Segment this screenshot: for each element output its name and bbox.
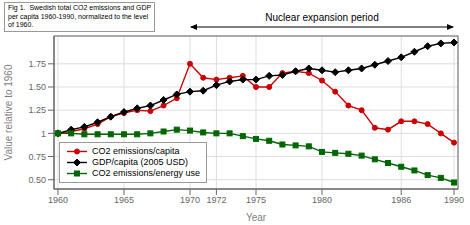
svg-text:0.75: 0.75 (28, 152, 46, 162)
html-text:CO2 emissions/capita: CO2 emissions/capita (92, 146, 180, 156)
svg-text:1990: 1990 (444, 195, 462, 205)
svg-text:1.25: 1.25 (28, 105, 46, 115)
svg-text:1: 1 (41, 129, 46, 139)
svg-text:1970: 1970 (180, 195, 200, 205)
html-text:GDP/capita (2005 USD): GDP/capita (2005 USD) (92, 157, 188, 167)
svg-text:1965: 1965 (114, 195, 134, 205)
svg-text:1960: 1960 (48, 195, 68, 205)
svg-text:1972: 1972 (206, 195, 226, 205)
svg-text:Year: Year (246, 212, 267, 223)
svg-text:1.50: 1.50 (28, 82, 46, 92)
svg-text:1980: 1980 (312, 195, 332, 205)
svg-text:Nuclear expansion period: Nuclear expansion period (265, 12, 378, 23)
svg-text:1975: 1975 (246, 195, 266, 205)
svg-text:Value relative to 1960: Value relative to 1960 (8, 64, 14, 160)
svg-text:1986: 1986 (391, 195, 411, 205)
svg-text:1.75: 1.75 (28, 59, 46, 69)
svg-text:0.50: 0.50 (28, 175, 46, 185)
html-text:CO2 emissions/energy use: CO2 emissions/energy use (92, 168, 201, 178)
html-text:Fig 1. Swedish total CO2 emiss: Fig 1. Swedish total CO2 emissions and G… (8, 4, 152, 28)
